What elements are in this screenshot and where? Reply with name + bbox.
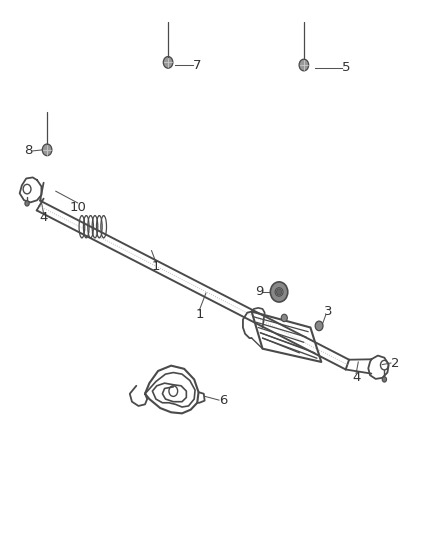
Text: 8: 8 [25, 144, 33, 157]
Circle shape [163, 56, 173, 68]
Text: 9: 9 [255, 286, 263, 298]
Circle shape [315, 321, 323, 330]
Text: 10: 10 [69, 200, 86, 214]
Text: 1: 1 [152, 260, 160, 273]
Text: 2: 2 [391, 357, 399, 369]
Ellipse shape [270, 282, 288, 302]
Circle shape [382, 377, 387, 382]
Text: 4: 4 [39, 211, 48, 224]
Text: 1: 1 [195, 308, 204, 321]
Text: 3: 3 [325, 305, 333, 318]
Circle shape [25, 201, 29, 206]
Circle shape [281, 314, 287, 321]
Circle shape [299, 59, 309, 71]
Text: 6: 6 [219, 393, 227, 407]
Text: 5: 5 [342, 61, 351, 74]
Circle shape [276, 289, 282, 295]
Text: 4: 4 [352, 372, 360, 384]
Ellipse shape [275, 288, 283, 296]
Text: 7: 7 [193, 59, 201, 71]
Circle shape [42, 144, 52, 156]
